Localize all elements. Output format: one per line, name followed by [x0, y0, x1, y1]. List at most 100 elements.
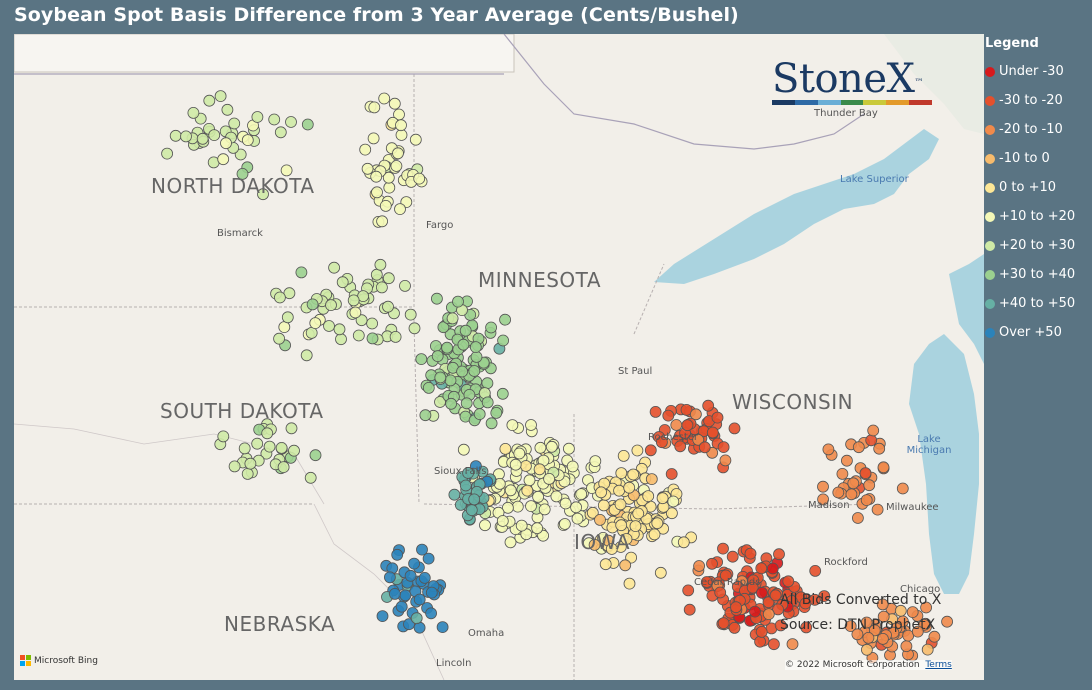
basis-dot[interactable] — [656, 436, 668, 449]
basis-dot[interactable] — [817, 480, 829, 493]
basis-dot[interactable] — [328, 261, 341, 274]
basis-dot[interactable] — [285, 116, 297, 128]
basis-dot[interactable] — [419, 409, 432, 422]
basis-dot[interactable] — [595, 486, 607, 499]
basis-dot[interactable] — [700, 576, 713, 588]
basis-dot[interactable] — [422, 552, 435, 565]
basis-dot[interactable] — [361, 162, 374, 175]
basis-dot[interactable] — [614, 498, 627, 511]
basis-dot[interactable] — [631, 444, 644, 457]
basis-dot[interactable] — [868, 624, 881, 637]
basis-dot[interactable] — [460, 397, 473, 410]
basis-dot[interactable] — [873, 442, 886, 455]
basis-dot[interactable] — [399, 279, 411, 292]
basis-dot[interactable] — [772, 603, 784, 616]
basis-dot[interactable] — [395, 600, 408, 613]
basis-dot[interactable] — [457, 443, 470, 456]
basis-dot[interactable] — [506, 419, 519, 432]
basis-dot[interactable] — [693, 560, 705, 572]
basis-dot[interactable] — [534, 441, 547, 454]
basis-dot[interactable] — [762, 596, 775, 609]
legend-item[interactable]: +30 to +40 — [985, 260, 1092, 289]
basis-dot[interactable] — [280, 164, 293, 177]
basis-dot[interactable] — [682, 584, 695, 597]
basis-dot[interactable] — [436, 621, 449, 633]
basis-dot[interactable] — [666, 507, 678, 520]
basis-dot[interactable] — [586, 506, 599, 519]
basis-dot[interactable] — [871, 503, 884, 516]
basis-dot[interactable] — [726, 550, 739, 563]
basis-dot[interactable] — [570, 501, 582, 514]
basis-dot[interactable] — [782, 575, 795, 588]
basis-dot[interactable] — [485, 417, 498, 430]
basis-dot[interactable] — [746, 581, 759, 594]
basis-dot[interactable] — [300, 349, 313, 362]
basis-dot[interactable] — [714, 586, 727, 599]
basis-dot[interactable] — [566, 460, 579, 473]
basis-dot[interactable] — [391, 548, 404, 561]
basis-dot[interactable] — [698, 441, 711, 454]
basis-dot[interactable] — [649, 405, 662, 418]
basis-dot[interactable] — [459, 324, 472, 337]
basis-dot[interactable] — [656, 492, 669, 505]
basis-dot[interactable] — [521, 484, 534, 497]
basis-dot[interactable] — [809, 565, 822, 577]
legend-item[interactable]: Over +50 — [985, 318, 1092, 347]
basis-dot[interactable] — [755, 562, 768, 575]
basis-dot[interactable] — [511, 500, 524, 513]
basis-dot[interactable] — [665, 468, 678, 480]
basis-dot[interactable] — [717, 617, 730, 629]
basis-dot[interactable] — [651, 517, 664, 530]
basis-dot[interactable] — [683, 603, 696, 616]
legend-item[interactable]: +20 to +30 — [985, 231, 1092, 260]
basis-dot[interactable] — [234, 148, 247, 161]
basis-dot[interactable] — [523, 474, 536, 487]
basis-dot[interactable] — [281, 311, 294, 324]
basis-dot[interactable] — [470, 350, 483, 363]
basis-dot[interactable] — [642, 490, 655, 503]
basis-dot[interactable] — [629, 520, 642, 533]
basis-dot[interactable] — [288, 444, 300, 457]
basis-dot[interactable] — [667, 495, 680, 508]
basis-dot[interactable] — [244, 457, 257, 470]
basis-dot[interactable] — [497, 334, 510, 347]
basis-dot[interactable] — [469, 341, 482, 354]
basis-dot[interactable] — [589, 455, 602, 468]
basis-dot[interactable] — [305, 326, 318, 339]
basis-dot[interactable] — [863, 479, 876, 492]
legend-item[interactable]: -30 to -20 — [985, 86, 1092, 115]
basis-dot[interactable] — [847, 477, 860, 490]
basis-dot[interactable] — [251, 111, 264, 123]
basis-dot[interactable] — [920, 601, 932, 614]
basis-dot[interactable] — [278, 321, 291, 334]
basis-dot[interactable] — [615, 519, 628, 532]
basis-dot[interactable] — [238, 442, 251, 455]
basis-dot[interactable] — [481, 377, 494, 390]
basis-dot[interactable] — [221, 103, 234, 116]
basis-dot[interactable] — [370, 170, 383, 183]
basis-dot[interactable] — [719, 454, 732, 467]
basis-dot[interactable] — [613, 484, 625, 497]
basis-dot[interactable] — [285, 422, 298, 435]
basis-dot[interactable] — [728, 622, 741, 634]
basis-dot[interactable] — [382, 300, 394, 313]
basis-dot[interactable] — [309, 317, 322, 330]
basis-dot[interactable] — [877, 461, 890, 474]
basis-dot[interactable] — [654, 566, 667, 579]
basis-dot[interactable] — [445, 397, 458, 410]
basis-dot[interactable] — [429, 340, 442, 352]
basis-dot[interactable] — [376, 215, 389, 228]
basis-dot[interactable] — [817, 493, 829, 506]
basis-dot[interactable] — [217, 153, 230, 166]
basis-dot[interactable] — [399, 589, 412, 602]
basis-dot[interactable] — [711, 411, 724, 424]
basis-dot[interactable] — [632, 507, 645, 520]
basis-dot[interactable] — [533, 463, 546, 476]
basis-dot[interactable] — [615, 467, 628, 480]
basis-dot[interactable] — [851, 628, 864, 641]
basis-dot[interactable] — [444, 374, 457, 387]
basis-dot[interactable] — [509, 458, 522, 471]
basis-dot[interactable] — [861, 643, 873, 656]
basis-dot[interactable] — [728, 422, 741, 435]
basis-dot[interactable] — [220, 137, 232, 150]
